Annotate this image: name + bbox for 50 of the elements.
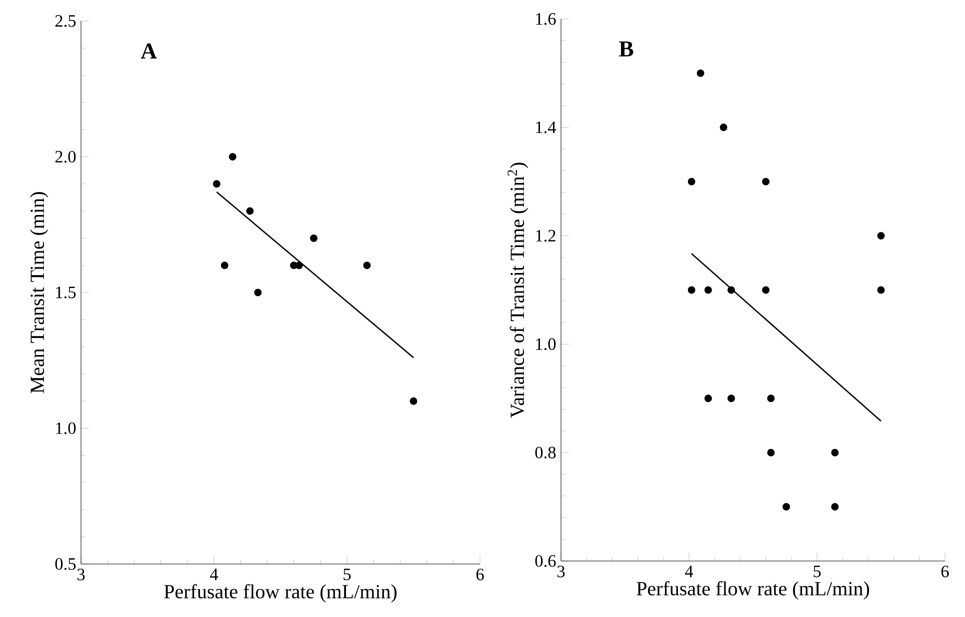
point bbox=[767, 394, 775, 402]
x-tick-label: 5 bbox=[344, 568, 351, 580]
y-axis-title: Variance of Transit Time (min$^{2}$) bbox=[508, 162, 528, 418]
y-tick-label: 0.5 bbox=[55, 558, 76, 570]
y-tick-label: 1.0 bbox=[536, 338, 556, 350]
x-axis-title: Perfusate flow rate (mL/min) bbox=[164, 584, 397, 603]
x-tick-label: 3 bbox=[78, 568, 85, 580]
x-tick-label: 6 bbox=[941, 566, 949, 578]
y-tick-label: 1.0 bbox=[56, 422, 76, 434]
y-tick-label: 2.5 bbox=[55, 15, 76, 27]
point bbox=[877, 232, 885, 240]
point bbox=[688, 286, 696, 294]
point bbox=[728, 286, 735, 294]
point bbox=[246, 207, 254, 215]
point bbox=[782, 503, 790, 511]
point bbox=[410, 397, 418, 405]
x-tick-label: 6 bbox=[476, 568, 484, 580]
y-tick-label: 0.8 bbox=[535, 446, 556, 458]
y-tick-label: 1.2 bbox=[536, 230, 556, 242]
y-tick-label: 2.0 bbox=[55, 150, 76, 163]
point bbox=[762, 178, 770, 186]
point bbox=[228, 153, 236, 160]
text: B bbox=[619, 41, 634, 56]
x-tick-label: 5 bbox=[814, 566, 821, 578]
point bbox=[220, 262, 228, 270]
x-tick-label: 3 bbox=[558, 566, 565, 578]
x-tick-label: 4 bbox=[210, 568, 218, 580]
point bbox=[767, 448, 775, 456]
point bbox=[704, 394, 712, 402]
y-tick-label: 1.4 bbox=[536, 122, 556, 134]
point bbox=[212, 180, 220, 188]
point bbox=[696, 69, 704, 77]
point bbox=[310, 234, 318, 242]
point bbox=[762, 286, 770, 294]
x-axis-title: Perfusate flow rate (mL/min) bbox=[636, 581, 870, 600]
y-axis-title: Mean Transit Time (min) bbox=[30, 192, 48, 394]
point bbox=[363, 262, 371, 270]
point bbox=[688, 178, 696, 186]
point bbox=[831, 448, 839, 456]
text: A bbox=[140, 44, 157, 58]
point bbox=[254, 288, 262, 296]
point bbox=[720, 124, 728, 132]
point bbox=[704, 286, 712, 294]
point bbox=[831, 503, 839, 511]
y-tick-label: 1.5 bbox=[56, 286, 76, 298]
y-tick-label: 1.6 bbox=[536, 13, 556, 25]
point bbox=[877, 286, 885, 294]
x-tick-label: 4 bbox=[685, 566, 694, 578]
point bbox=[728, 394, 735, 402]
y-tick-label: 0.6 bbox=[535, 555, 556, 567]
